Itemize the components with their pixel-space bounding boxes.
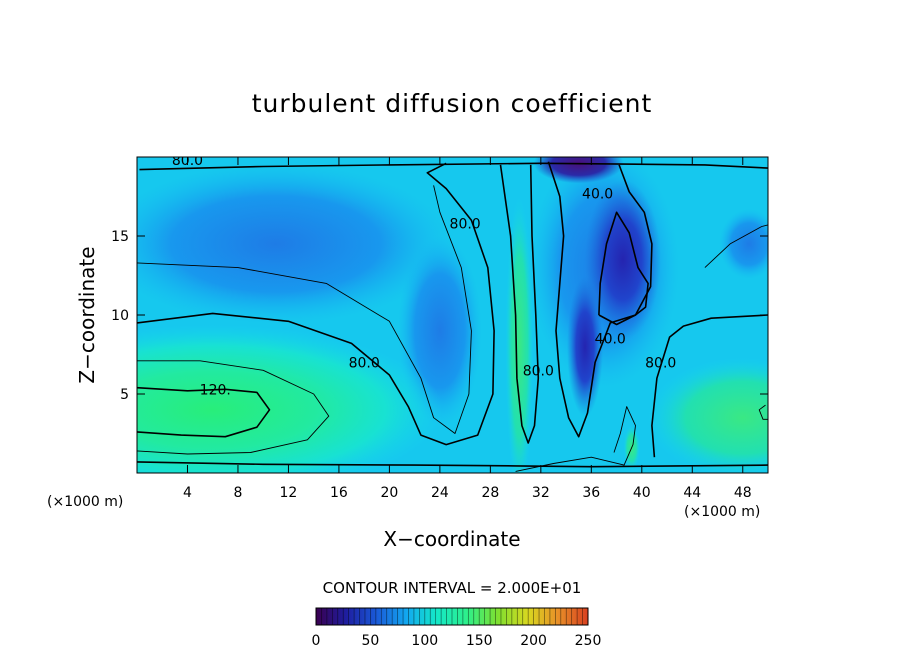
x-tick-label: 28 (481, 485, 499, 501)
x-tick-label: 24 (431, 485, 449, 501)
contour-line-100 (137, 360, 330, 455)
contour-line-120 (137, 386, 271, 438)
x-tick-label: 20 (380, 485, 398, 501)
x-axis-ticks: 4 8 12 16 20 24 28 32 36 40 44 48 (183, 157, 752, 501)
x-unit-right: (×1000 m) (684, 504, 760, 520)
field-low-region (137, 163, 451, 324)
x-tick-label: 12 (280, 485, 298, 501)
x-tick-label: 32 (532, 485, 550, 501)
contour-label: 80.0 (523, 363, 554, 379)
field-high-region (505, 196, 534, 473)
contour-line-80 (499, 164, 540, 444)
colorbar-tick-label: 250 (575, 633, 602, 649)
contour-label: 80.0 (349, 355, 380, 371)
x-axis-label: X−coordinate (383, 527, 520, 551)
contour-label: 120. (200, 382, 231, 398)
field-high-region (137, 324, 443, 473)
contour-label: 80.0 (645, 355, 676, 371)
contour-line-80 (137, 162, 495, 446)
contour-line-40 (598, 211, 649, 326)
contour-line-100 (515, 406, 636, 472)
x-tick-label: 36 (582, 485, 600, 501)
x-unit-left: (×1000 m) (47, 494, 123, 510)
x-tick-label: 48 (734, 485, 752, 501)
y-axis-ticks: 5 10 15 (111, 229, 768, 403)
x-tick-label: 4 (183, 485, 192, 501)
colorbar-ticks: 0 50 100 150 200 250 (312, 633, 602, 649)
colorbar-tick-label: 0 (312, 633, 321, 649)
contour-label: 40.0 (595, 332, 626, 348)
chart-title: turbulent diffusion coefficient (252, 89, 653, 118)
contour-label: 40.0 (582, 186, 613, 202)
contour-line-80 (139, 162, 768, 171)
y-axis-label: Z−coordinate (75, 246, 99, 383)
x-tick-label: 16 (330, 485, 348, 501)
contour-line-80 (651, 314, 768, 458)
contour-interval-text: CONTOUR INTERVAL = 2.000E+01 (323, 579, 582, 597)
y-tick-label: 10 (111, 308, 129, 324)
field-min-region (567, 276, 604, 417)
colorbar-tick-label: 200 (520, 633, 547, 649)
field-min-region (584, 179, 661, 340)
field-low-region (719, 208, 768, 279)
x-tick-label: 44 (683, 485, 701, 501)
contour-line-60 (704, 224, 768, 268)
colorbar-tick-label: 150 (466, 633, 493, 649)
field-high-region (647, 357, 768, 473)
colorbar-tick-label: 50 (361, 633, 379, 649)
y-tick-label: 5 (120, 387, 129, 403)
contour-line-40 (547, 161, 653, 438)
contour-line-60 (137, 185, 472, 434)
colorbar (315, 607, 589, 626)
y-tick-label: 15 (111, 229, 129, 245)
contour-line-100 (758, 404, 768, 420)
contour-label: 80.0 (450, 216, 481, 232)
x-tick-label: 8 (233, 485, 242, 501)
contour-line-80 (137, 461, 768, 468)
x-tick-label: 40 (633, 485, 651, 501)
contour-lines (137, 161, 768, 472)
colorbar-tick-label: 100 (411, 633, 438, 649)
